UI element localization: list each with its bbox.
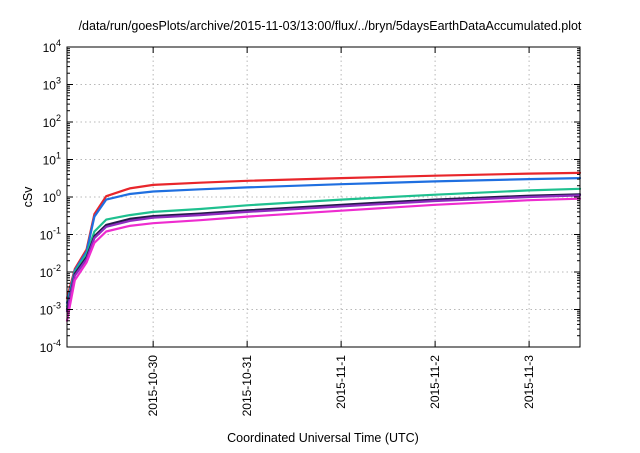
chart-title: /data/run/goesPlots/archive/2015-11-03/1…: [79, 19, 582, 33]
x-tick-label: 2015-11-2: [428, 355, 442, 409]
series-line-5: [65, 194, 582, 313]
y-tick-label: 103: [43, 76, 61, 93]
x-axis-label: Coordinated Universal Time (UTC): [227, 431, 419, 445]
x-tick-label: 2015-10-30: [146, 355, 160, 417]
x-tick-label: 2015-11-3: [522, 355, 536, 409]
y-tick-label: 100: [43, 188, 61, 205]
y-tick-label: 10-3: [40, 301, 61, 318]
y-axis-label: cSv: [21, 186, 35, 208]
series-line-6: [65, 197, 582, 322]
series-layer: [65, 171, 582, 322]
x-axis: 2015-10-30 2015-10-31 2015-11-1 2015-11-2 20…: [146, 47, 536, 416]
y-tick-label: 102: [43, 113, 61, 130]
x-tick-label: 2015-10-31: [240, 355, 254, 417]
y-tick-label: 101: [43, 151, 61, 168]
x-tick-label: 2015-11-1: [334, 355, 348, 409]
y-tick-label: 104: [43, 38, 61, 55]
y-axis: 10-4 10-3 10-2 10-1 100 101 102 103 104: [40, 38, 580, 355]
y-tick-label: 10-1: [40, 226, 61, 243]
y-tick-label: 10-4: [40, 338, 61, 355]
y-tick-label: 10-2: [40, 263, 61, 280]
